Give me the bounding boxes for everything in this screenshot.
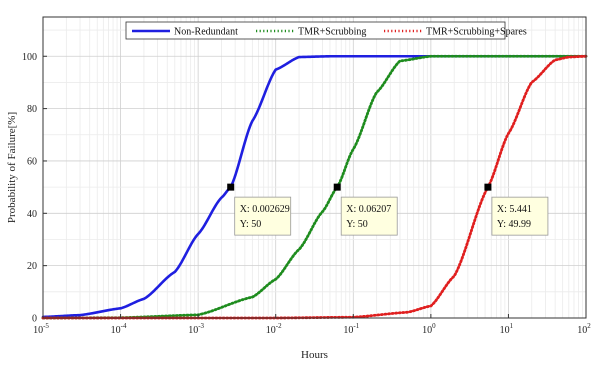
datatip-x-text: X: 0.002629 <box>240 204 290 215</box>
datatip-x-text: X: 0.06207 <box>346 204 391 215</box>
x-axis-label: Hours <box>301 349 328 361</box>
x-tick-base: 10 <box>33 325 43 336</box>
y-tick-label: 0 <box>32 314 37 325</box>
x-tick-base: 10 <box>266 325 276 336</box>
x-tick-exponent: -1 <box>353 322 359 330</box>
datatip-y-text: Y: 49.99 <box>497 219 531 230</box>
y-tick-label: 60 <box>27 156 37 167</box>
y-tick-label: 80 <box>27 104 37 115</box>
x-tick-label: 102 <box>577 322 591 336</box>
x-tick-label: 10-4 <box>111 322 127 336</box>
legend-label-1: TMR+Scrubbing <box>298 27 366 38</box>
datatip-y-text: Y: 50 <box>346 219 368 230</box>
grid <box>42 17 587 318</box>
legend-label-0: Non-Redundant <box>174 27 238 38</box>
x-tick-base: 10 <box>343 325 353 336</box>
x-tick-base: 10 <box>188 325 198 336</box>
y-axis-label: Probability of Failure[%] <box>6 112 18 223</box>
x-tick-label: 100 <box>422 322 436 336</box>
x-tick-label: 10-2 <box>266 322 282 336</box>
datatip-x-text: X: 5.441 <box>497 204 532 215</box>
datatip-marker <box>484 183 492 191</box>
legend-label-2: TMR+Scrubbing+Spares <box>426 27 527 38</box>
x-tick-exponent: -4 <box>121 322 127 330</box>
plot-frame <box>42 16 587 319</box>
x-tick-label: 101 <box>500 322 514 336</box>
x-tick-label: 10-5 <box>33 322 49 336</box>
x-tick-base: 10 <box>422 325 432 336</box>
datatip-box <box>340 196 398 236</box>
x-tick-base: 10 <box>577 325 587 336</box>
datatips: X: 0.002629 Y: 50 X: 0.06207 Y: 50 X: 5.441 Y… <box>227 183 549 236</box>
x-tick-label: 10-1 <box>343 322 359 336</box>
y-tick-label: 40 <box>27 209 37 220</box>
datatip-y-text: Y: 50 <box>240 219 262 230</box>
x-tick-exponent: 2 <box>587 322 591 330</box>
x-tick-exponent: 0 <box>432 322 436 330</box>
datatip-box <box>491 196 549 236</box>
y-tick-label: 100 <box>22 52 37 63</box>
x-tick-base: 10 <box>500 325 510 336</box>
x-tick-label: 10-3 <box>188 322 204 336</box>
x-tick-base: 10 <box>111 325 121 336</box>
x-tick-exponent: -5 <box>43 322 49 330</box>
x-tick-exponent: -3 <box>198 322 204 330</box>
legend[interactable]: Non-Redundant TMR+Scrubbing TMR+Scrubbing+… <box>125 21 527 40</box>
datatip-box <box>234 196 292 236</box>
x-tick-exponent: 1 <box>510 322 514 330</box>
y-tick-label: 20 <box>27 261 37 272</box>
datatip-marker <box>333 183 341 191</box>
x-tick-exponent: -2 <box>276 322 282 330</box>
datatip-marker <box>227 183 235 191</box>
legend-box <box>125 21 506 40</box>
